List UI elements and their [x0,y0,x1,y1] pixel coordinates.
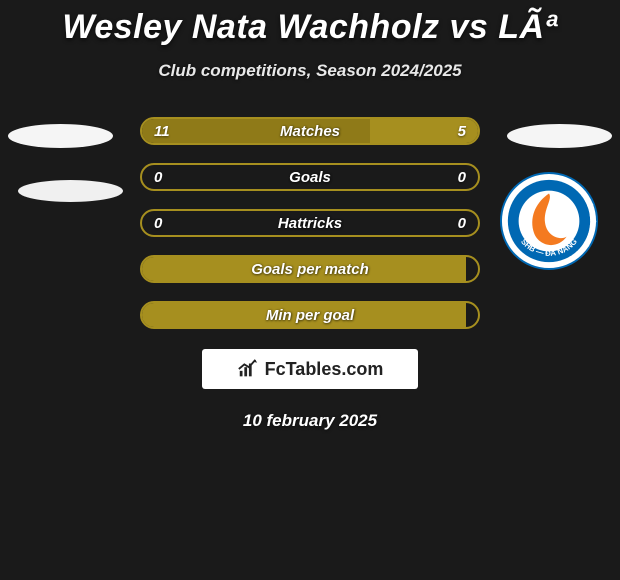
watermark-label: FcTables.com [265,359,384,380]
stat-bar: 115Matches [140,117,480,145]
watermark: FcTables.com [202,349,418,389]
stat-right-value: 0 [458,215,466,232]
stat-right-value: 5 [458,123,466,140]
stat-bar-right-fill: 0 [310,165,478,189]
left-player-logo-placeholder-2 [18,180,123,202]
right-player-logo-placeholder [507,124,612,148]
stat-bar-left-fill: 11 [142,119,370,143]
stat-right-value: 0 [458,169,466,186]
stat-bar-right-fill: 0 [310,211,478,235]
stat-bar-left-fill: 0 [142,211,310,235]
stat-bar-left-fill [142,257,466,281]
stat-bar-right-fill: 5 [370,119,478,143]
stat-left-value: 0 [154,169,162,186]
watermark-chart-icon [237,358,259,380]
stat-bar-left-fill [142,303,466,327]
stat-bar-right-fill [466,257,478,281]
subtitle: Club competitions, Season 2024/2025 [0,61,620,81]
stat-bar-right-fill [466,303,478,327]
page-title: Wesley Nata Wachholz vs LÃª [0,0,620,47]
stat-bar: Min per goal [140,301,480,329]
stat-bar: Goals per match [140,255,480,283]
stat-bar: 00Goals [140,163,480,191]
club-badge: TY CỔ PHẦN THỂ THAO SHB — ĐÀ NẴNG [500,172,598,270]
left-player-logo-placeholder-1 [8,124,113,148]
stat-left-value: 11 [154,123,170,140]
comparison-bars: 115Matches00Goals00HattricksGoals per ma… [140,117,480,329]
stat-bar-left-fill: 0 [142,165,310,189]
stat-left-value: 0 [154,215,162,232]
stat-bar: 00Hattricks [140,209,480,237]
date: 10 february 2025 [0,411,620,431]
